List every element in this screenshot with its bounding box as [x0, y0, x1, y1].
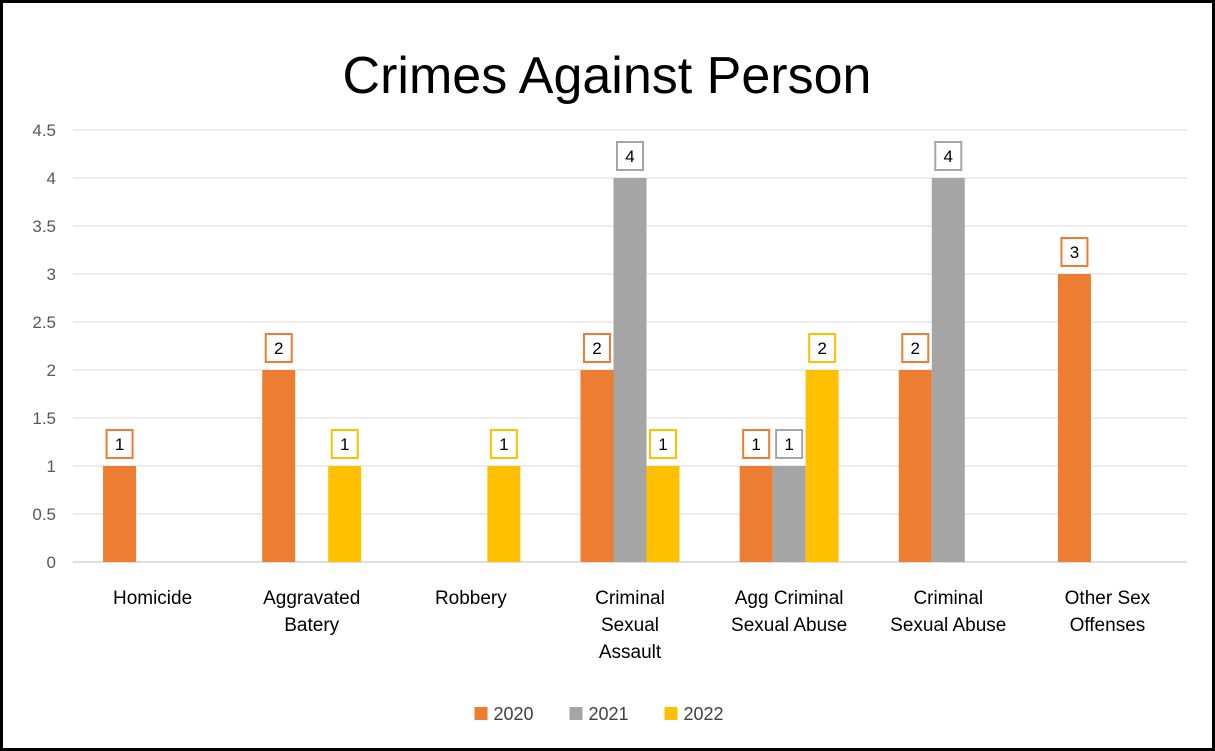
- data-label: 1: [751, 435, 760, 454]
- bar: [805, 370, 839, 562]
- data-label: 4: [625, 147, 634, 166]
- bar: [772, 466, 806, 562]
- data-label: 2: [274, 339, 283, 358]
- legend-swatch: [474, 707, 488, 720]
- x-axis: Homicide Aggravated Batery Robbery Criminal S…: [113, 588, 1151, 663]
- data-label: 1: [658, 435, 667, 454]
- data-label-box: [1060, 237, 1089, 267]
- data-label-box: [330, 429, 359, 459]
- data-label: 1: [499, 435, 508, 454]
- y-axis: 0 0.5 1 1.5 2 2.5 3 3.5 4 4.5: [32, 121, 56, 572]
- y-tick-label: 3: [47, 265, 56, 284]
- y-tick-label: 2: [47, 361, 56, 380]
- data-label-box: [489, 429, 518, 459]
- y-tick-label: 1: [47, 457, 56, 476]
- bar: [103, 466, 137, 562]
- bar: [262, 370, 296, 562]
- data-label-box: [808, 333, 837, 363]
- bar: [613, 178, 647, 562]
- data-label: 2: [817, 339, 826, 358]
- bar: [646, 466, 680, 562]
- data-label-box: [649, 429, 677, 459]
- x-category-label: Homicide: [113, 588, 192, 609]
- data-labels: 1 2 2 1 2 3 4 1 4 1 1 1 2: [105, 141, 1089, 459]
- data-label: 2: [911, 339, 920, 358]
- data-label-box: [264, 333, 293, 363]
- x-category-label: Robbery: [435, 588, 507, 609]
- data-label-box: [583, 333, 611, 363]
- data-label: 4: [944, 147, 953, 166]
- legend: 2020 2021 2022: [474, 704, 724, 724]
- legend-swatch: [569, 707, 583, 720]
- legend-label: 2022: [684, 704, 724, 724]
- x-category-label: Criminal Sexual Assault: [595, 588, 665, 663]
- data-label: 1: [340, 435, 349, 454]
- data-label-box: [901, 333, 930, 363]
- bars: [103, 178, 1091, 562]
- legend-swatch: [664, 707, 678, 720]
- bar: [1057, 274, 1091, 562]
- bar: [328, 466, 362, 562]
- y-tick-label: 3.5: [32, 217, 56, 236]
- bar: [931, 178, 965, 562]
- data-label-box: [742, 429, 771, 459]
- y-tick-label: 1.5: [32, 409, 56, 428]
- data-label: 1: [115, 435, 124, 454]
- legend-label: 2021: [589, 704, 629, 724]
- data-label: 2: [592, 339, 601, 358]
- x-category-label: Other Sex Offenses: [1065, 588, 1151, 636]
- data-label-box: [775, 429, 804, 459]
- bar: [898, 370, 932, 562]
- y-tick-label: 0: [47, 553, 56, 572]
- bar: [487, 466, 521, 562]
- y-tick-label: 4.5: [32, 121, 56, 140]
- chart-title: Crimes Against Person: [343, 47, 872, 105]
- data-label: 1: [784, 435, 793, 454]
- x-category-label: Criminal Sexual Abuse: [890, 588, 1006, 636]
- data-label-box: [934, 141, 963, 171]
- y-tick-label: 0.5: [32, 505, 56, 524]
- bar: [739, 466, 773, 562]
- legend-label: 2020: [494, 704, 534, 724]
- x-category-label: Aggravated Batery: [263, 588, 360, 636]
- data-label: 3: [1070, 243, 1079, 262]
- y-tick-label: 2.5: [32, 313, 56, 332]
- y-tick-label: 4: [47, 169, 56, 188]
- bar: [580, 370, 614, 562]
- x-category-label: Agg Criminal Sexual Abuse: [731, 588, 847, 636]
- data-label-box: [105, 429, 134, 459]
- data-label-box: [616, 141, 644, 171]
